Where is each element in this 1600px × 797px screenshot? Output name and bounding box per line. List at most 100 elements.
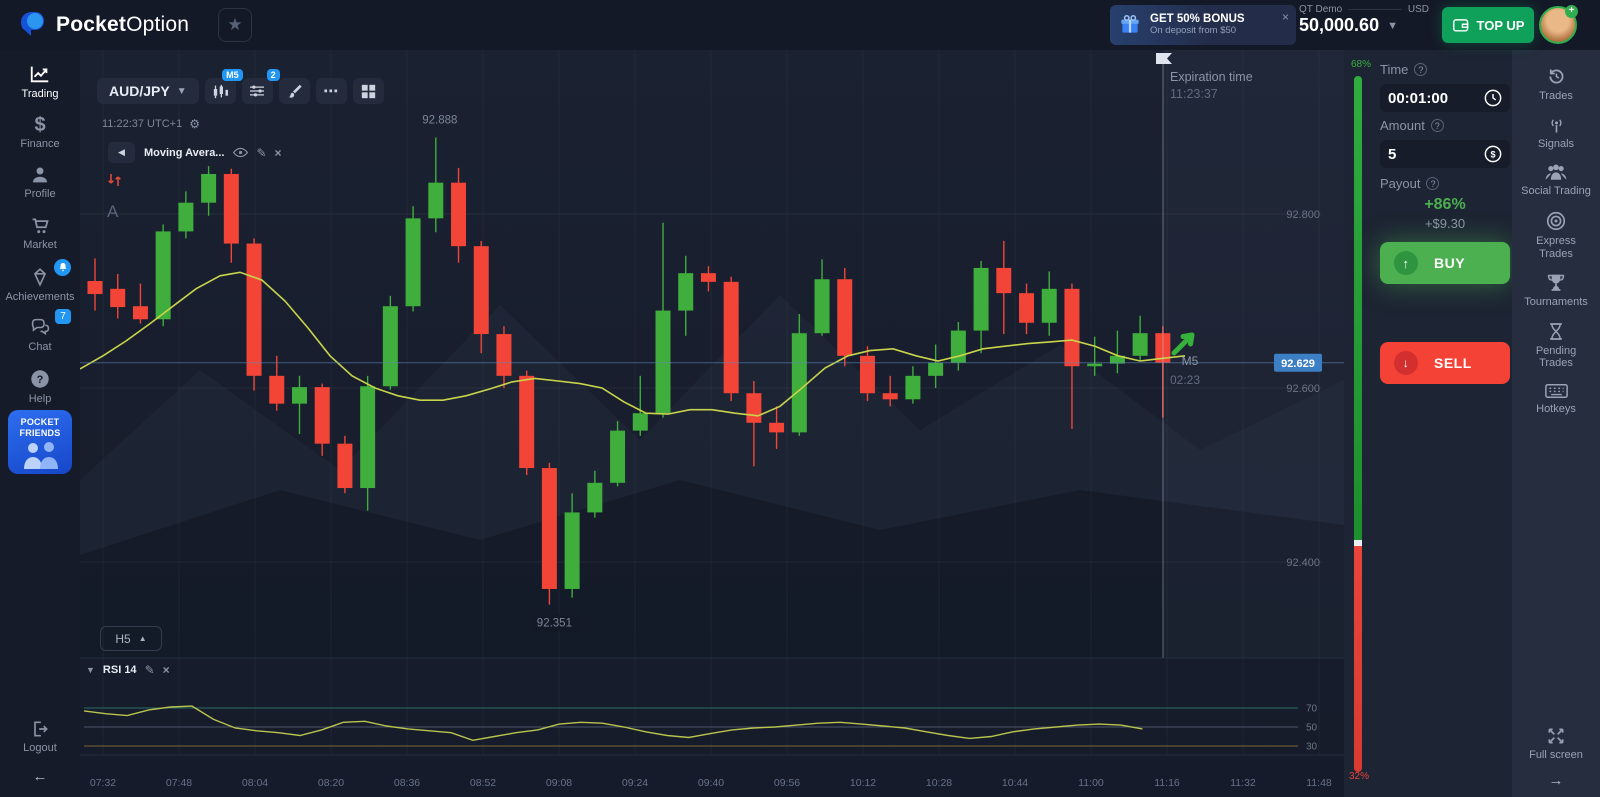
timeframe-badge: M5 — [222, 69, 243, 81]
trophy-icon — [1547, 274, 1565, 292]
pocket-friends-banner[interactable]: POCKET FRIENDS — [8, 410, 72, 474]
expiration-label: Expiration time — [1170, 70, 1253, 84]
expiration-time-input[interactable]: 00:01:00 — [1380, 84, 1510, 112]
time-axis-label: 08:20 — [318, 777, 344, 789]
close-icon[interactable]: × — [1281, 10, 1289, 24]
logo[interactable]: PocketOption — [16, 9, 189, 41]
help-circle-icon[interactable]: ? — [1426, 177, 1440, 190]
candle-body — [723, 281, 739, 394]
eye-icon[interactable] — [233, 147, 249, 158]
help-circle-icon[interactable]: ? — [1430, 119, 1444, 132]
dollar-icon: $ — [34, 113, 46, 136]
candle-body — [996, 267, 1012, 294]
sell-button[interactable]: ↓ SELL — [1380, 342, 1510, 384]
rsi-legend: ▼ RSI 14 ✎ × — [86, 663, 170, 677]
chart-type-button[interactable]: M5 — [204, 69, 243, 104]
amount-value: 5 — [1388, 145, 1397, 163]
top-up-button[interactable]: TOP UP — [1442, 7, 1534, 43]
timeframe-dropdown[interactable]: H5 ▲ — [100, 626, 162, 651]
cart-icon — [32, 218, 49, 234]
collapse-rsi-icon[interactable]: ▼ — [86, 665, 95, 675]
candle-body — [201, 173, 217, 203]
candle-body — [428, 182, 444, 219]
edit-icon[interactable]: ✎ — [256, 145, 267, 160]
time-axis-label: 11:32 — [1230, 777, 1256, 789]
asset-pair-selector[interactable]: AUD/JPY ▼ — [97, 78, 199, 104]
sidebar-item-help[interactable]: ? Help — [0, 361, 80, 413]
trading-chart-icon — [30, 66, 49, 83]
text-annotation-tool[interactable]: A — [107, 202, 119, 221]
chat-icon — [31, 319, 49, 336]
candle-body — [178, 202, 194, 232]
sidebar-item-achievements[interactable]: Achievements — [0, 258, 80, 311]
sentiment-gauge-buy — [1354, 76, 1362, 540]
sidebar-item-logout[interactable]: Logout — [0, 712, 80, 762]
sidebar-item-signals[interactable]: Signals — [1514, 109, 1598, 157]
more-tools-button[interactable]: ⋯ — [315, 78, 347, 104]
fullscreen-icon — [1548, 728, 1564, 744]
candle-body — [519, 375, 535, 469]
candle-body — [1087, 363, 1103, 367]
time-axis-label: 10:28 — [926, 777, 952, 789]
ellipsis-icon: ⋯ — [323, 83, 340, 100]
sidebar-item-pending-trades[interactable]: Pending Trades — [1525, 315, 1587, 376]
sellers-sentiment-pct: 32% — [1349, 771, 1370, 782]
sidebar-item-trading[interactable]: Trading — [0, 56, 80, 108]
current-price-chip — [1274, 353, 1322, 372]
sidebar-item-finance[interactable]: $ Finance — [0, 108, 80, 158]
brand-name: PocketOption — [56, 13, 190, 36]
edit-icon[interactable]: ✎ — [144, 663, 155, 677]
time-axis-label: 08:36 — [394, 777, 420, 789]
gear-icon[interactable]: ⚙ — [189, 117, 200, 131]
drawing-tools-button[interactable] — [278, 78, 310, 104]
sidebar-item-trades[interactable]: Trades — [1514, 60, 1598, 109]
collapse-left-sidebar-arrow[interactable]: ← — [32, 768, 48, 785]
sidebar-item-social-trading[interactable]: Social Trading — [1514, 156, 1598, 204]
left-sidebar: Trading $ Finance Profile Market Achieve… — [0, 50, 80, 797]
sidebar-item-market[interactable]: Market — [0, 208, 80, 259]
sidebar-item-profile[interactable]: Profile — [0, 157, 80, 208]
candlestick-chart: 07:32 07:48 08:04 08:20 08:36 08:52 09:08 09:24… — [79, 50, 1344, 789]
signal-arrows-tool[interactable] — [107, 172, 123, 193]
account-balance-dropdown[interactable]: QT Demo USD 50,000.60 ▼ — [1293, 2, 1433, 48]
sidebar-item-tournaments[interactable]: Tournaments — [1514, 266, 1598, 315]
candle-body — [678, 273, 694, 311]
remove-icon[interactable]: × — [274, 145, 282, 160]
moving-average-line — [79, 271, 1186, 417]
candle-body — [337, 443, 353, 489]
sidebar-item-chat[interactable]: 7 Chat — [0, 309, 80, 361]
candle-body — [360, 386, 376, 489]
sentiment-gauge-sell — [1354, 546, 1362, 772]
chart-area[interactable]: 07:32 07:48 08:04 08:20 08:36 08:52 09:08 09:24… — [79, 50, 1344, 797]
candle-body — [814, 279, 830, 334]
sidebar-item-label: Trades — [1539, 90, 1573, 102]
sidebar-item-label: Full screen — [1529, 749, 1583, 762]
time-axis-label: 09:40 — [698, 777, 724, 789]
sidebar-item-hotkeys[interactable]: Hotkeys — [1514, 376, 1598, 422]
chat-count-badge: 7 — [55, 309, 71, 325]
candle-body — [587, 482, 603, 513]
payout-amount: +$9.30 — [1424, 216, 1466, 231]
avatar[interactable]: + — [1539, 5, 1578, 44]
collapse-right-sidebar-arrow[interactable]: → — [1548, 772, 1564, 789]
fullscreen-button[interactable]: Full screen — [1514, 720, 1598, 768]
rsi-level-label: 50 — [1306, 723, 1318, 734]
time-axis-label: 11:00 — [1078, 777, 1104, 789]
amount-input[interactable]: 5 $ — [1380, 140, 1510, 168]
layout-grid-button[interactable] — [352, 78, 384, 104]
candle-body — [451, 182, 467, 247]
candle-body — [564, 512, 580, 589]
time-axis-label: 08:52 — [470, 777, 496, 789]
dollar-circle-icon: $ — [1484, 145, 1502, 163]
collapse-indicator-button[interactable]: ◀ — [108, 142, 135, 163]
sidebar-item-express-trades[interactable]: Express Trades — [1525, 204, 1587, 266]
grid-icon — [361, 84, 375, 98]
help-circle-icon[interactable]: ? — [1414, 63, 1428, 76]
indicators-button[interactable]: 2 — [241, 69, 280, 104]
remove-icon[interactable]: × — [162, 663, 170, 677]
bonus-banner[interactable]: GET 50% BONUS On deposit from $50 × — [1110, 5, 1296, 45]
high-price-annotation: 92.888 — [422, 114, 457, 126]
favorite-star-button[interactable]: ★ — [218, 8, 252, 42]
candle-body — [110, 288, 126, 308]
buy-button[interactable]: ↑ BUY — [1380, 242, 1510, 284]
